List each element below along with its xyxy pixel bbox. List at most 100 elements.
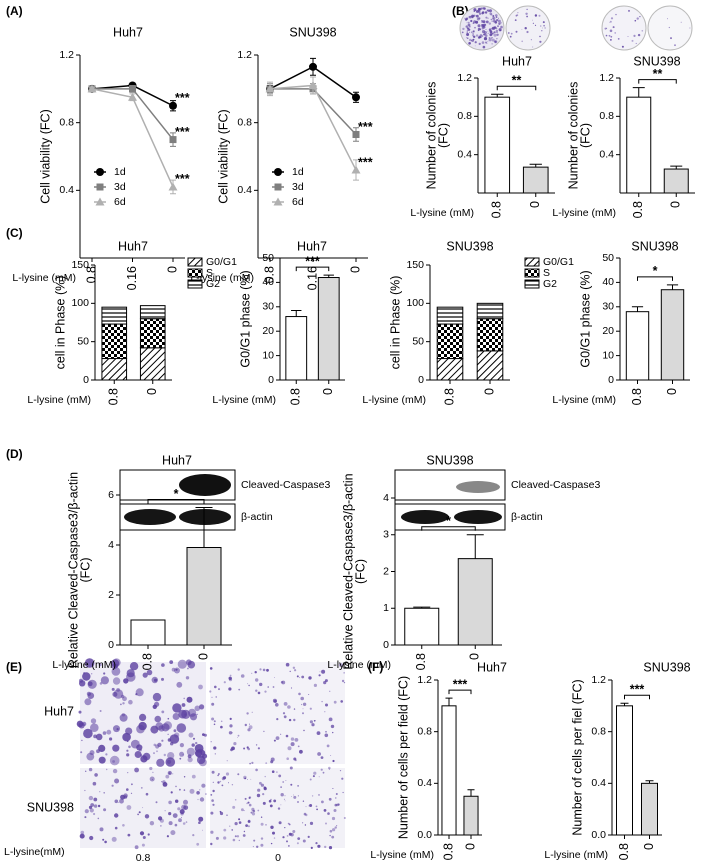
bar-segment: [436, 358, 464, 381]
legend-swatch: [524, 279, 540, 289]
stain-dot: [468, 25, 471, 28]
stain-dot: [96, 749, 100, 754]
stain-dot: [179, 743, 184, 748]
stain-dot: [333, 809, 337, 812]
stain-dot: [340, 700, 344, 703]
stain-dot: [343, 672, 345, 674]
significance: ***: [175, 125, 190, 139]
y-tick-label: 100: [406, 297, 424, 309]
stain-dot: [180, 812, 184, 816]
stain-dot: [177, 659, 187, 669]
significance: ***: [358, 120, 373, 134]
stain-dot: [674, 44, 676, 47]
stain-dot: [331, 816, 336, 821]
y-axis-label: G0/G1 phase (%): [238, 270, 252, 367]
stain-dot: [489, 12, 492, 15]
x-tick-label: 0.8: [617, 843, 631, 860]
stain-dot: [343, 682, 346, 684]
stain-dot: [339, 663, 343, 667]
stain-dot: [103, 808, 107, 812]
stain-dot: [184, 713, 187, 716]
stain-dot: [246, 712, 249, 715]
stain-dot: [472, 33, 473, 35]
stain-dot: [639, 16, 641, 18]
stain-dot: [214, 753, 216, 755]
stain-dot: [289, 766, 293, 770]
stain-dot: [313, 771, 317, 775]
marker: [273, 197, 283, 206]
stain-dot: [488, 37, 491, 39]
stain-dot: [489, 9, 492, 13]
legend-swatch: [187, 257, 203, 267]
marker: [351, 165, 361, 174]
stain-dot: [112, 744, 120, 752]
stain-dot: [219, 810, 222, 813]
stain-dot: [609, 22, 610, 23]
stain-dot: [493, 19, 496, 23]
x-tick-label: 0.8: [441, 843, 455, 860]
stain-dot: [316, 731, 321, 735]
x-axis-label: L-lysine (mM): [12, 272, 76, 284]
stain-dot: [680, 21, 682, 23]
stain-dot: [265, 824, 267, 826]
stain-dot: [481, 11, 485, 14]
stain-dot: [244, 777, 247, 780]
stain-dot: [472, 34, 474, 37]
stain-dot: [276, 771, 278, 773]
stain-dot: [94, 773, 98, 777]
legend-swatch: [524, 257, 540, 267]
stain-dot: [309, 720, 313, 724]
x-tick-label: 0: [482, 388, 496, 395]
stain-dot: [103, 672, 106, 675]
stain-dot: [99, 710, 102, 712]
stain-dot: [79, 678, 83, 683]
stain-dot: [481, 41, 485, 44]
stain-dot: [287, 746, 292, 751]
stain-dot: [333, 700, 337, 704]
legend-label: 3d: [114, 181, 126, 193]
stain-dot: [277, 807, 281, 810]
stain-dot: [202, 829, 203, 831]
significance: ***: [175, 172, 190, 186]
y-tick-label: 0: [268, 374, 274, 386]
stain-dot: [530, 39, 532, 41]
stain-dot: [194, 749, 203, 757]
stain-dot: [103, 792, 105, 794]
x-axis-label: L-lysine (mM): [552, 394, 616, 406]
bar: [625, 311, 650, 381]
stain-dot: [79, 833, 85, 839]
stain-dot: [209, 690, 212, 693]
stain-dot: [609, 20, 612, 23]
stain-dot: [324, 733, 329, 738]
y-tick-label: 4: [383, 492, 389, 504]
x-tick-label: 0: [165, 266, 179, 273]
stain-dot: [477, 29, 480, 32]
stain-dot: [309, 707, 312, 710]
panel-label: (F): [368, 660, 383, 674]
stain-dot: [113, 725, 120, 733]
y-tick-label: 1: [383, 602, 389, 614]
bar-segment: [139, 305, 166, 320]
chart-title: Huh7: [113, 25, 143, 39]
stain-dot: [474, 45, 476, 47]
stain-dot: [471, 16, 474, 19]
stain-dot: [476, 14, 479, 18]
stain-dot: [324, 845, 327, 849]
stain-dot: [255, 678, 259, 682]
stain-dot: [469, 31, 471, 33]
stain-dot: [301, 675, 305, 679]
stain-dot: [255, 744, 258, 746]
y-tick-label: 0.8: [237, 116, 252, 128]
y-axis-label: Relative Cleaved-Caspase3/β-actin: [341, 473, 355, 669]
stain-dot: [198, 816, 204, 822]
stain-dot: [299, 749, 303, 754]
stain-dot: [210, 830, 214, 834]
y-tick-label: 0.4: [237, 184, 252, 196]
y-tick-label: 10: [262, 349, 274, 361]
y-axis-label: cell in Phase (%): [53, 276, 67, 370]
stain-dot: [497, 19, 501, 23]
stain-dot: [169, 734, 180, 744]
stain-dot: [168, 772, 171, 775]
chart-title: Huh7: [162, 453, 192, 467]
stain-dot: [270, 798, 272, 801]
